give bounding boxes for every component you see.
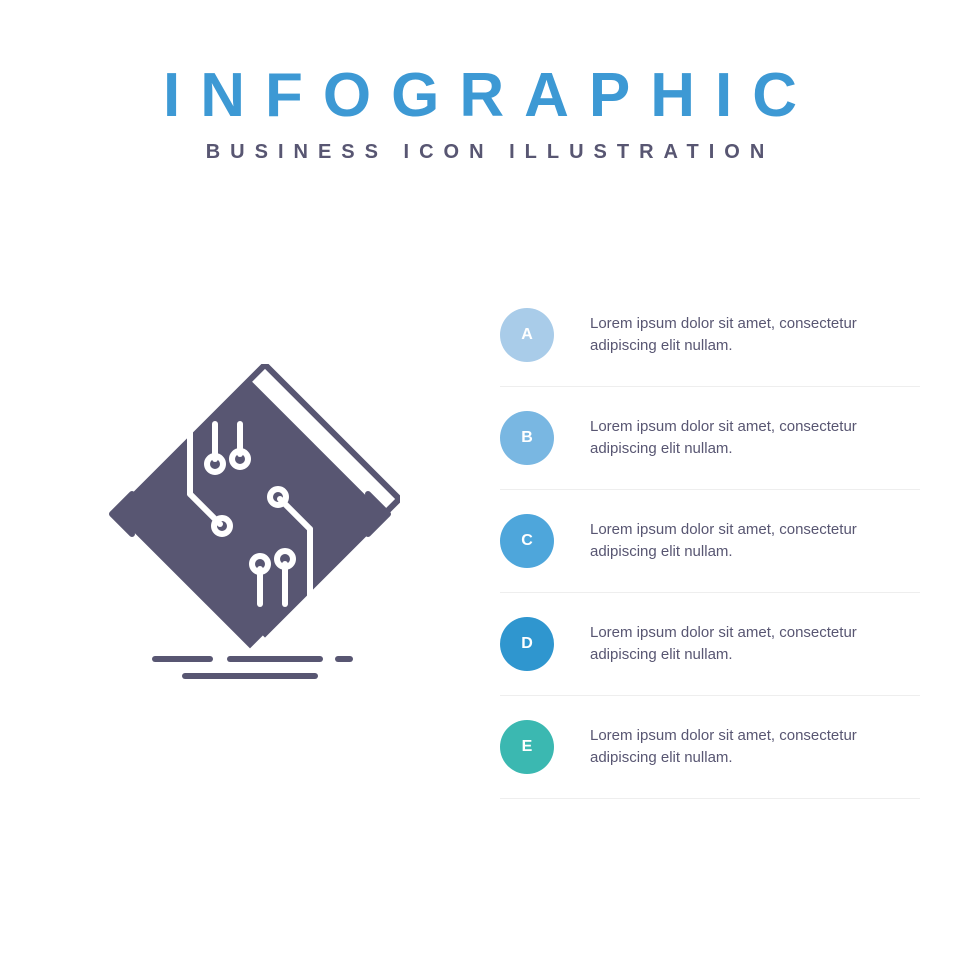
badge-a: A bbox=[500, 308, 554, 362]
header: INFOGRAPHIC BUSINESS ICON ILLUSTRATION bbox=[0, 0, 980, 164]
item-list: A Lorem ipsum dolor sit amet, consectetu… bbox=[460, 284, 920, 799]
list-item: C Lorem ipsum dolor sit amet, consectetu… bbox=[500, 490, 920, 593]
icon-panel bbox=[100, 284, 460, 799]
item-text: Lorem ipsum dolor sit amet, consectetur … bbox=[590, 519, 910, 564]
badge-e: E bbox=[500, 720, 554, 774]
list-item: E Lorem ipsum dolor sit amet, consectetu… bbox=[500, 696, 920, 799]
list-item: D Lorem ipsum dolor sit amet, consectetu… bbox=[500, 593, 920, 696]
page-title: INFOGRAPHIC bbox=[0, 60, 980, 131]
badge-d: D bbox=[500, 617, 554, 671]
circuit-board-icon bbox=[100, 364, 400, 684]
item-text: Lorem ipsum dolor sit amet, consectetur … bbox=[590, 313, 910, 358]
content-row: A Lorem ipsum dolor sit amet, consectetu… bbox=[0, 284, 980, 799]
item-text: Lorem ipsum dolor sit amet, consectetur … bbox=[590, 725, 910, 770]
badge-c: C bbox=[500, 514, 554, 568]
list-item: A Lorem ipsum dolor sit amet, consectetu… bbox=[500, 284, 920, 387]
badge-b: B bbox=[500, 411, 554, 465]
item-text: Lorem ipsum dolor sit amet, consectetur … bbox=[590, 416, 910, 461]
item-text: Lorem ipsum dolor sit amet, consectetur … bbox=[590, 622, 910, 667]
list-item: B Lorem ipsum dolor sit amet, consectetu… bbox=[500, 387, 920, 490]
page-subtitle: BUSINESS ICON ILLUSTRATION bbox=[0, 141, 980, 164]
